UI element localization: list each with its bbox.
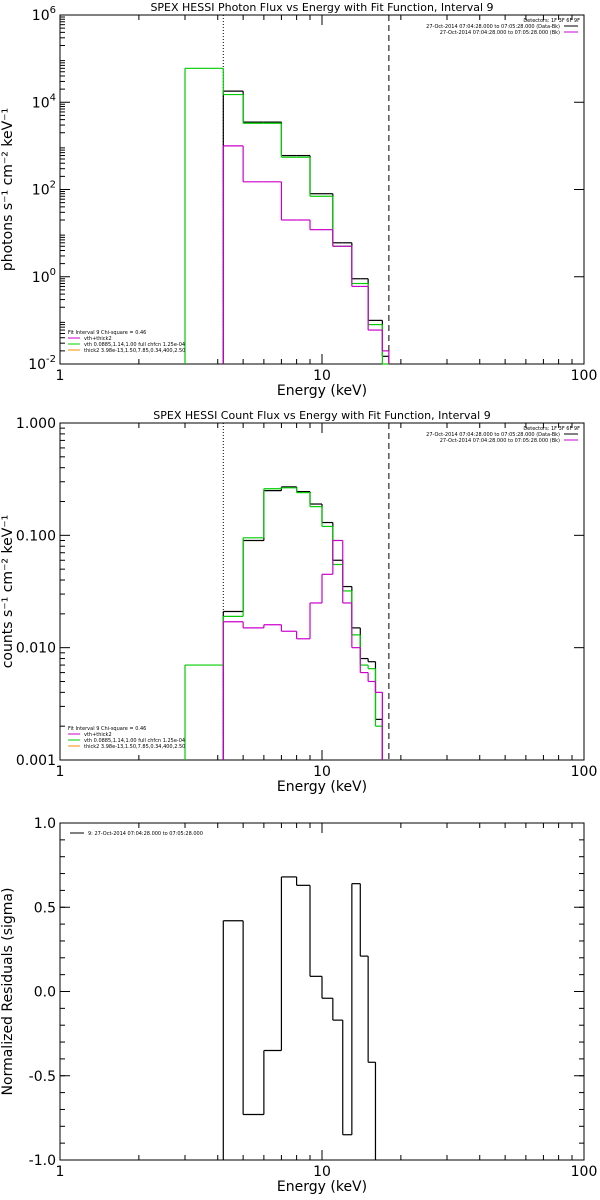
legend-entry-label: 9: 27-Oct-2014 07:04:28.000 to 07:05:28.… [88, 831, 203, 837]
legend-entry-label: thick2 3.98e-13,1.50,7.85,0.34,400,2.50 [84, 348, 185, 354]
series-3 [222, 145, 390, 364]
x-tick-label: 1 [56, 764, 65, 780]
x-tick-label: 1 [56, 1164, 65, 1180]
legend-entry-label: thick2 3.98e-13,1.50,7.85,0.34,400,2.50 [84, 744, 185, 750]
legend-fit: Fit Interval 9 Chi-square = 0.46vth+thic… [68, 726, 185, 750]
panel-1: SPEX HESSI Photon Flux vs Energy with Fi… [0, 1, 597, 399]
y-tick-label: 0.100 [16, 528, 56, 544]
x-tick-label: 100 [571, 1164, 598, 1180]
legend-entry-label: vth+thick2 [84, 336, 112, 342]
x-axis-label: Energy (keV) [277, 779, 367, 795]
x-tick-label: 100 [571, 368, 598, 384]
plot-frame [59, 14, 585, 365]
y-tick-label: -0.5 [29, 1069, 56, 1085]
y-axis-label: photons s⁻¹ cm⁻² keV⁻¹ [0, 108, 16, 271]
series-1 [222, 90, 390, 364]
legend-entry-label: vth 0.0885,1.14,1.00 full chfcn 1.25e-04 [84, 342, 185, 348]
y-tick-label: 0.001 [16, 753, 56, 769]
y-tick-label: 100 [32, 267, 56, 286]
y-axis-label: Normalized Residuals (sigma) [0, 888, 16, 1096]
x-tick-label: 1 [56, 368, 65, 384]
legend-fit-header: Fit Interval 9 Chi-square = 0.46 [68, 726, 146, 732]
chart-title: SPEX HESSI Photon Flux vs Energy with Fi… [150, 1, 493, 14]
y-axis-label: counts s⁻¹ cm⁻² keV⁻¹ [0, 515, 16, 669]
y-tick-label: 10-2 [28, 354, 56, 373]
legend-entry-label: 27-Oct-2014 07:04:28.000 to 07:05:28.000… [440, 438, 560, 444]
legend-header: Detectors: 1F 3F 6F 9F [523, 426, 580, 432]
legend-header: Detectors: 1F 3F 6F 9F [523, 18, 580, 24]
x-tick-label: 10 [313, 368, 331, 384]
y-tick-label: 0.010 [16, 641, 56, 657]
series-2 [184, 487, 383, 760]
y-tick-label: 1.0 [34, 816, 56, 832]
x-tick-label: 10 [313, 764, 331, 780]
x-tick-label: 100 [571, 764, 598, 780]
legend-entry-label: 27-Oct-2014 07:04:28.000 to 07:05:28.000… [426, 24, 560, 30]
y-tick-label: 0.5 [34, 900, 56, 916]
y-tick-label: -1.0 [29, 1153, 56, 1169]
x-axis-label: Energy (keV) [277, 1179, 367, 1195]
series-1 [222, 486, 383, 760]
x-axis-label: Energy (keV) [277, 383, 367, 399]
legend-entry-label: vth+thick2 [84, 732, 112, 738]
y-tick-label: 104 [32, 92, 56, 111]
legend-fit-header: Fit Interval 9 Chi-square = 0.46 [68, 330, 146, 336]
legend-entry-label: vth 0.0885,1.14,1.00 full chfcn 1.25e-04 [84, 738, 185, 744]
legend-top: 9: 27-Oct-2014 07:04:28.000 to 07:05:28.… [70, 831, 203, 837]
panel-2: SPEX HESSI Count Flux vs Energy with Fit… [0, 409, 597, 795]
y-tick-label: 102 [32, 180, 56, 199]
series-1 [222, 876, 377, 1160]
legend-entry-label: 27-Oct-2014 07:04:28.000 to 07:05:28.000… [426, 432, 560, 438]
y-tick-label: 106 [32, 5, 56, 24]
x-tick-label: 10 [313, 1164, 331, 1180]
y-tick-label: 1.000 [16, 416, 56, 432]
legend-fit: Fit Interval 9 Chi-square = 0.46vth+thic… [68, 330, 185, 354]
series-3 [222, 539, 383, 760]
series-2 [184, 67, 389, 365]
panel-3: 1 10 100 Energy (keV) -1.0 -0.5 0.0 0.5 1.0 Norma… [0, 816, 597, 1195]
y-tick-label: 0.0 [34, 985, 56, 1001]
chart-title: SPEX HESSI Count Flux vs Energy with Fit… [153, 409, 490, 422]
legend-entry-label: 27-Oct-2014 07:04:28.000 to 07:05:28.000… [440, 30, 560, 36]
